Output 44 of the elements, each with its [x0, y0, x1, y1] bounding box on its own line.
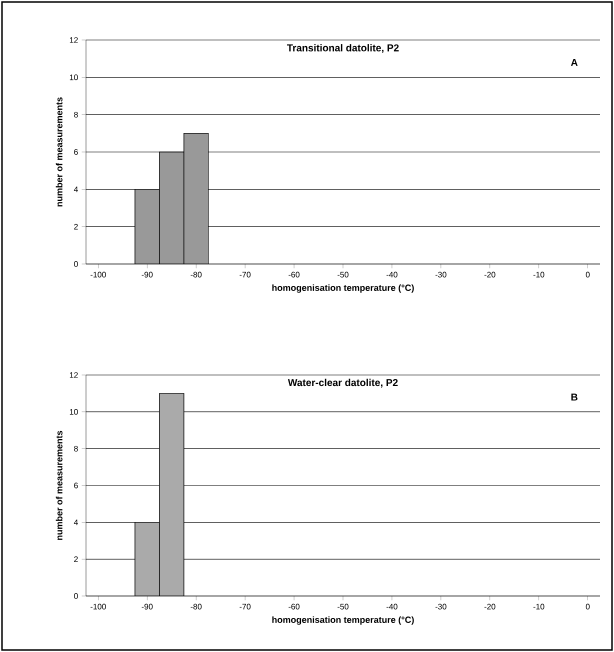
y-tick-label: 8: [74, 446, 78, 452]
x-tick-label: -70: [240, 604, 251, 610]
x-axis-title: homogenisation temperature (°C): [272, 616, 414, 625]
x-tick-label: -20: [484, 604, 496, 610]
y-tick-label: 2: [74, 224, 78, 230]
x-tick-label: -40: [386, 272, 398, 278]
x-tick-label: -100: [90, 272, 106, 278]
x-tick-label: -30: [435, 272, 446, 278]
x-tick-label: -50: [338, 604, 348, 610]
y-tick-label: 12: [70, 372, 78, 378]
y-tick-label: 8: [74, 112, 78, 118]
y-tick-label: 0: [74, 261, 78, 267]
annotation: A: [570, 58, 578, 66]
y-tick-label: 2: [74, 556, 78, 562]
x-axis-title: homogenisation temperature (°C): [272, 284, 414, 293]
x-tick-label: -40: [386, 604, 398, 610]
y-axis-title: number of measurements: [56, 430, 62, 540]
x-tick-label: -10: [533, 604, 544, 610]
annotation: B: [571, 394, 578, 401]
x-tick-label: -70: [240, 272, 251, 278]
y-tick-label: 10: [70, 409, 78, 415]
x-tick-label: 0: [586, 272, 590, 278]
x-tick-label: -60: [288, 604, 300, 610]
chart-title: Transitional datolite, P2: [286, 44, 399, 53]
x-tick-label: -100: [90, 604, 106, 610]
x-tick-label: -80: [190, 604, 202, 610]
y-tick-label: 12: [70, 37, 78, 43]
y-axis-title: number of measurements: [56, 97, 62, 206]
y-tick-label: 6: [74, 149, 78, 155]
y-tick-label: 10: [70, 74, 78, 80]
x-tick-label: 0: [586, 604, 590, 610]
x-tick-label: -50: [338, 272, 348, 278]
y-tick-label: 0: [74, 593, 78, 599]
x-tick-label: -60: [288, 272, 300, 278]
y-tick-label: 6: [74, 482, 78, 488]
chart-title: Water-clear datolite, P2: [288, 378, 398, 388]
y-tick-label: 4: [74, 186, 78, 192]
y-tick-label: 4: [74, 520, 78, 526]
x-tick-label: -90: [142, 604, 153, 610]
x-tick-label: -90: [142, 272, 153, 278]
x-tick-label: -10: [533, 272, 544, 278]
x-tick-label: -80: [190, 272, 202, 278]
x-tick-label: -30: [435, 604, 446, 610]
x-tick-label: -20: [484, 272, 496, 278]
